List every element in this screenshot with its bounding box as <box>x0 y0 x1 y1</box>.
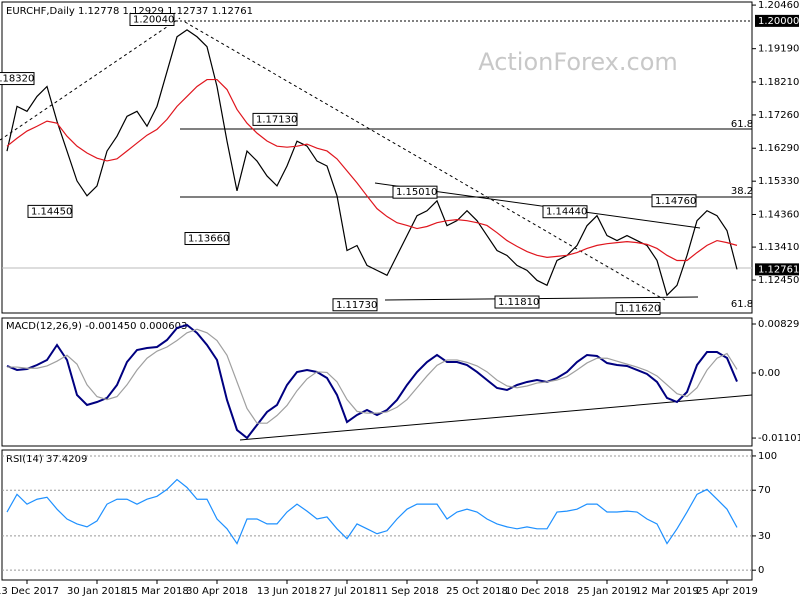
annotation-box <box>494 295 540 309</box>
x-tick-label: 27 Jul 2018 <box>319 586 376 597</box>
annotation-label: 1.11620 <box>619 304 660 315</box>
x-tick-label: 30 Jan 2018 <box>67 586 127 597</box>
price-tag <box>755 14 799 27</box>
annotation-label: 1.18320 <box>0 74 34 85</box>
y-tick-label: 70 <box>758 485 771 496</box>
y-tick-label: 0.008292 <box>758 319 800 330</box>
x-tick-label: 25 Oct 2018 <box>446 586 508 597</box>
annotation-label: 1.13660 <box>188 234 229 245</box>
y-tick-label: 1.13410 <box>758 242 799 253</box>
chart-title: EURCHF,Daily 1.12778 1.12929 1.12737 1.1… <box>6 6 253 17</box>
y-tick-label: 0 <box>758 565 764 576</box>
x-tick-label: 30 Apr 2018 <box>186 586 248 597</box>
series-line <box>6 478 738 545</box>
x-tick-label: 13 Jun 2018 <box>257 586 317 597</box>
x-tick-label: 13 Dec 2017 <box>0 586 59 597</box>
x-tick-label: 11 Sep 2018 <box>375 586 438 597</box>
rsi-panel <box>1 449 753 581</box>
y-tick-label: 1.20460 <box>758 0 799 11</box>
annotation-box <box>392 185 438 199</box>
annotation-label: 1.11810 <box>498 297 539 308</box>
trend-line <box>0 17 181 141</box>
annotation-box <box>332 298 378 312</box>
y-tick-label: 1.16290 <box>758 143 799 154</box>
annotation-label: 1.14440 <box>546 207 587 218</box>
macd-title: MACD(12,26,9) -0.001450 0.000603 <box>6 321 187 332</box>
annotation-box <box>542 205 588 219</box>
y-tick-label: 1.15330 <box>758 176 799 187</box>
support-line <box>384 296 699 301</box>
series-line <box>6 29 738 297</box>
series-line <box>6 323 738 440</box>
annotation-label: 1.20040 <box>133 15 174 26</box>
annotation-box <box>615 302 661 316</box>
fib-label: 61.8 <box>731 299 753 310</box>
annotation-label: 1.14450 <box>31 206 72 217</box>
annotation-box <box>27 204 73 218</box>
x-tick-label: 25 Jan 2019 <box>577 586 637 597</box>
y-tick-label: 1.17260 <box>758 110 799 121</box>
annotation-box <box>184 232 230 246</box>
x-tick-label: 25 Apr 2019 <box>696 586 758 597</box>
trend-line <box>184 21 666 301</box>
y-tick-label: 30 <box>758 531 771 542</box>
price-panel <box>1 1 753 314</box>
annotation-label: 1.14760 <box>655 196 696 207</box>
x-tick-label: 12 Mar 2019 <box>635 586 698 597</box>
price-tag-label: 1.12761 <box>758 264 799 275</box>
annotation-box <box>129 13 175 27</box>
rsi-title: RSI(14) 37.4209 <box>6 454 87 465</box>
x-tick-label: 15 Mar 2018 <box>125 586 188 597</box>
y-tick-label: 0.00 <box>758 368 780 379</box>
fib-label: 61.8 <box>731 119 753 130</box>
y-tick-label: 1.14360 <box>758 209 799 220</box>
annotation-box <box>0 72 35 86</box>
y-tick-label: 1.12450 <box>758 275 799 286</box>
series-line <box>7 328 738 424</box>
y-tick-label: 1.19190 <box>758 44 799 55</box>
annotation-label: 1.17130 <box>256 114 297 125</box>
annotation-label: 1.11730 <box>336 300 377 311</box>
x-tick-label: 10 Dec 2018 <box>505 586 569 597</box>
y-tick-label: 1.18210 <box>758 77 799 88</box>
annotation-label: 1.15010 <box>396 187 437 198</box>
y-tick-label: 100 <box>758 451 777 462</box>
price-tag-label: 1.20000 <box>758 16 799 27</box>
fib-label: 38.2 <box>731 186 753 197</box>
macd-panel <box>1 317 753 447</box>
watermark: ActionForex.com <box>478 48 678 76</box>
series-line <box>6 78 738 262</box>
annotation-box <box>651 194 697 208</box>
y-tick-label: -0.011015 <box>758 433 800 444</box>
macd-trend-line <box>239 394 753 441</box>
price-tag <box>755 263 799 276</box>
annotation-box <box>252 112 298 126</box>
